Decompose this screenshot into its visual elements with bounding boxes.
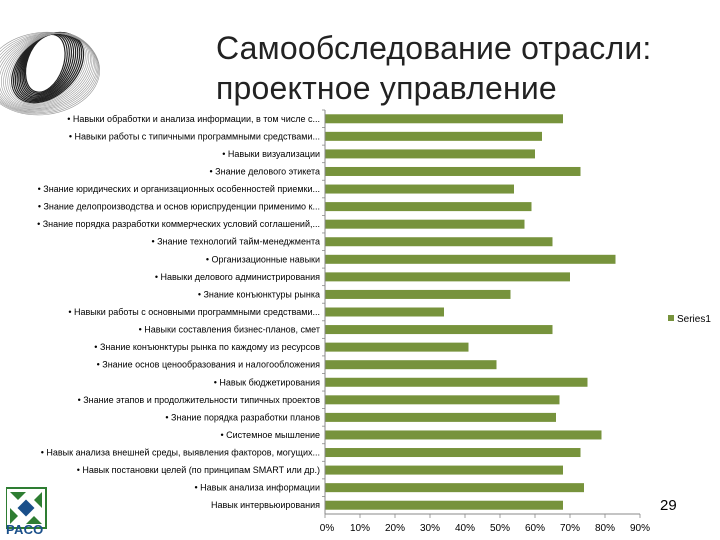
title-line-1: Самообследование отрасли: — [216, 30, 652, 66]
category-label: • Навыки обработки и анализа информации,… — [67, 114, 320, 124]
bar — [325, 219, 525, 229]
sketch-loop — [0, 33, 96, 111]
category-label: • Навыки визуализации — [222, 149, 320, 159]
category-label: • Знание основ ценообразования и налогоо… — [97, 360, 321, 370]
bar — [325, 307, 444, 317]
bar — [325, 430, 602, 440]
bar — [325, 202, 532, 212]
bar — [325, 500, 563, 510]
category-label: • Знание делового этикета — [210, 166, 320, 176]
category-label: • Знание конъюнктуры рынка — [198, 289, 320, 299]
bar — [325, 465, 563, 475]
category-label: • Организационные навыки — [206, 254, 320, 264]
sketch-loop — [0, 32, 99, 114]
bar — [325, 272, 570, 282]
bar — [325, 166, 581, 176]
bar — [325, 360, 497, 370]
category-label: • Знание делопроизводства и основ юриспр… — [38, 202, 320, 212]
sketch-loop — [0, 33, 93, 109]
sketch-loop — [0, 32, 100, 115]
x-tick-label: 10% — [350, 523, 370, 534]
sketch-loop — [0, 33, 97, 112]
x-tick-label: 80% — [595, 523, 615, 534]
x-tick-label: 90% — [630, 523, 650, 534]
category-label: • Навыки делового администрирования — [155, 272, 320, 282]
bar — [325, 289, 511, 299]
paco-logo-icon — [6, 487, 47, 529]
bar — [325, 342, 469, 352]
category-label: • Навык анализа информации — [194, 483, 320, 493]
bar — [325, 237, 553, 247]
bar — [325, 149, 535, 159]
category-label: • Навык бюджетирования — [214, 377, 320, 387]
x-tick-label: 70% — [560, 523, 580, 534]
legend-label: Series1 — [677, 314, 711, 325]
category-label: • Знание конъюнктуры рынка по каждому из… — [94, 342, 320, 352]
category-label: • Знание порядка разработки планов — [165, 412, 320, 422]
category-label: • Знание технологий тайм-менеджмента — [151, 237, 320, 247]
category-label: • Навык анализа внешней среды, выявления… — [41, 448, 320, 458]
sketch-loop — [0, 33, 94, 110]
sketch-loop — [18, 32, 77, 99]
category-label: • Знание юридических и организационных о… — [38, 184, 320, 194]
sketch-loop — [0, 33, 98, 113]
x-tick-label: 20% — [385, 523, 405, 534]
sketch-loop — [5, 32, 90, 107]
sketch-loop — [3, 33, 91, 108]
category-label: • Знание этапов и продолжительности типи… — [78, 395, 321, 405]
bar — [325, 377, 588, 387]
x-tick-label: 60% — [525, 523, 545, 534]
attractor-sketch-icon — [0, 31, 100, 116]
bar — [325, 325, 553, 335]
category-label: • Навыки работы с основными программными… — [68, 307, 320, 317]
category-label: Навык интервьюирования — [211, 500, 320, 510]
title-line-2: проектное управление — [216, 70, 557, 106]
category-label: • Навыки составления бизнес-планов, смет — [139, 325, 320, 335]
bar — [325, 412, 556, 422]
x-tick-label: 40% — [455, 523, 475, 534]
bar — [325, 448, 581, 458]
bar — [325, 114, 563, 124]
category-label: • Навык постановки целей (по принципам S… — [77, 465, 320, 475]
page-title: Самообследование отрасли: проектное упра… — [216, 28, 696, 108]
bar — [325, 131, 542, 141]
bar — [325, 483, 584, 493]
sketch-loop — [0, 31, 100, 116]
x-tick-label: 50% — [490, 523, 510, 534]
bar — [325, 184, 514, 194]
page-number: 29 — [660, 497, 677, 514]
bar — [325, 254, 616, 264]
sketch-loop — [19, 32, 75, 98]
category-label: • Навыки работы с типичными программными… — [69, 131, 320, 141]
logo-text: РАСО — [6, 522, 44, 537]
x-tick-label: 30% — [420, 523, 440, 534]
legend-swatch — [668, 315, 674, 321]
category-label: • Системное мышление — [220, 430, 320, 440]
sketch-loop — [7, 32, 88, 106]
bar — [325, 395, 560, 405]
x-tick-label: 0% — [320, 523, 335, 534]
category-label: • Знание порядка разработки коммерческих… — [37, 219, 320, 229]
